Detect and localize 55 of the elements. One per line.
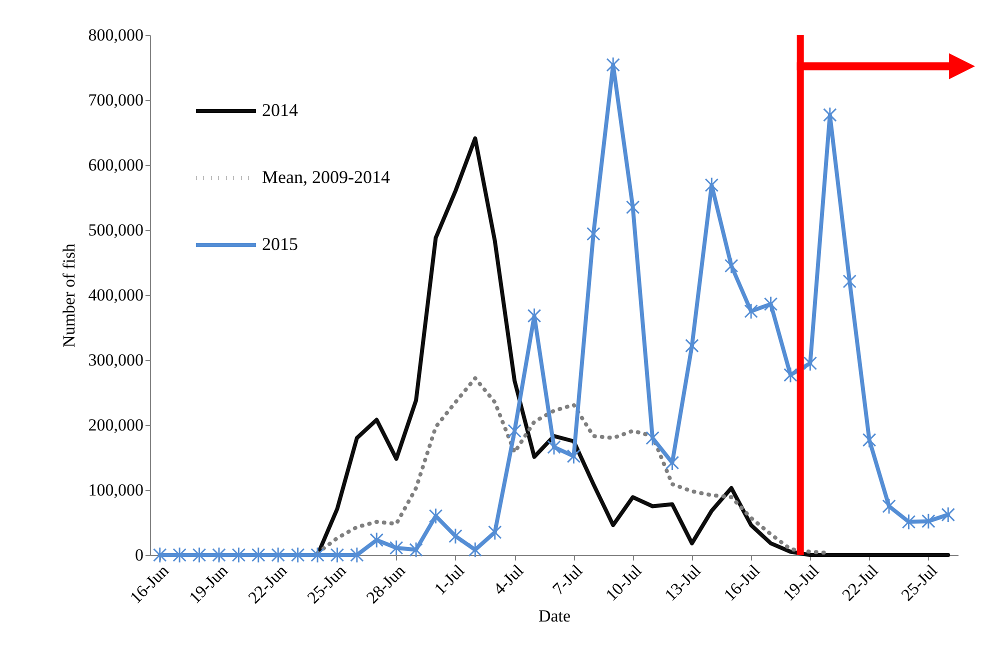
point (271, 546, 285, 564)
legend-label: Mean, 2009-2014 (262, 167, 390, 187)
point (527, 308, 542, 324)
point (704, 177, 719, 194)
point (370, 532, 384, 548)
point (744, 303, 758, 320)
point (665, 454, 680, 471)
point (606, 56, 620, 73)
point (764, 296, 778, 312)
point (784, 366, 798, 384)
point (902, 514, 916, 530)
y-tick-label: 0 (135, 546, 144, 564)
y-tick-label: 300,000 (88, 350, 144, 370)
point (823, 106, 837, 124)
point (409, 542, 423, 558)
y-tick-label: 800,000 (88, 26, 144, 44)
point (350, 546, 364, 564)
point (448, 528, 462, 544)
point (941, 506, 956, 523)
point (172, 546, 186, 564)
point (488, 524, 502, 540)
point (310, 546, 324, 564)
point (626, 199, 640, 216)
point (803, 355, 818, 372)
point (646, 430, 660, 446)
point (468, 542, 482, 558)
y-tick-label: 600,000 (88, 156, 144, 174)
point (389, 540, 404, 556)
point (508, 422, 522, 439)
point (882, 498, 896, 514)
x-axis-title: Date (538, 606, 571, 626)
point (547, 439, 561, 456)
point (192, 546, 206, 564)
y-tick-label: 700,000 (88, 90, 144, 110)
y-tick-label: 200,000 (88, 416, 144, 434)
y-tick-label: 100,000 (88, 480, 144, 500)
point (428, 508, 443, 524)
point (330, 546, 344, 564)
point (212, 546, 226, 564)
point (566, 448, 581, 464)
point (586, 226, 600, 242)
legend-label: 2014 (262, 100, 298, 120)
point (842, 273, 856, 290)
point (724, 258, 738, 274)
point (685, 338, 699, 354)
y-tick-label: 500,000 (88, 220, 144, 240)
y-tick-label: 400,000 (88, 286, 144, 304)
point (152, 546, 167, 564)
point (290, 546, 305, 564)
point (232, 546, 246, 564)
point (922, 513, 936, 530)
point (862, 432, 876, 448)
y-axis-title: Number of fish (59, 243, 78, 348)
point (252, 546, 266, 564)
legend-label: 2015 (262, 234, 298, 254)
